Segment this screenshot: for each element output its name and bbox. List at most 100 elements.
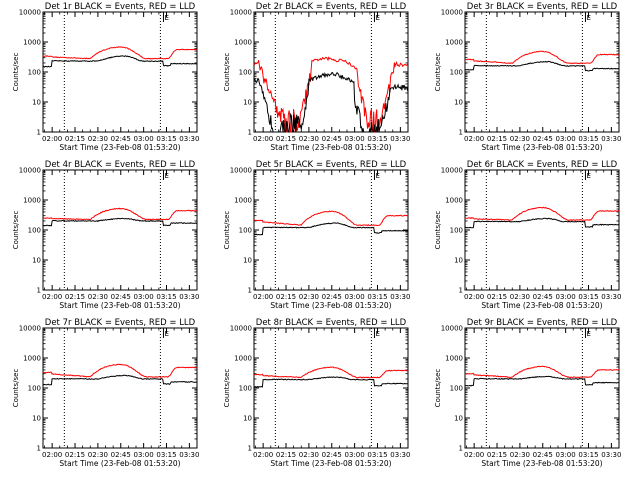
y-axis-label: Counts/sec [434,369,442,408]
y-tick-label: 1 [459,129,463,137]
y-axis-label: Counts/sec [12,211,20,250]
events-series-line [254,376,409,388]
y-tick-label: 10000 [19,325,41,333]
panel-title: Det 9r BLACK = Events, RED = LLD [467,318,618,328]
panel-title: Det 6r BLACK = Events, RED = LLD [467,160,618,170]
x-tick-label: 03:30 [390,293,410,301]
y-tick-label: 1000 [445,355,463,363]
x-tick-label: 02:15 [276,293,296,301]
y-tick-label: 1 [248,445,252,453]
y-tick-label: 1000 [23,39,41,47]
x-tick-label: 02:45 [533,451,553,459]
x-tick-label: 03:15 [156,451,176,459]
panel-3: Det 3r BLACK = Events, RED = LLD 1 10 100 10… [434,2,621,152]
x-tick-label: 02:15 [276,135,296,143]
x-tick-label: 02:15 [487,135,507,143]
x-tick-label: 03:15 [578,135,598,143]
x-tick-label: 02:00 [464,293,484,301]
x-tick-label: 02:30 [510,293,530,301]
x-tick-label: 02:15 [276,451,296,459]
lld-series-line [42,46,198,60]
y-tick-label: 1 [37,287,41,295]
y-tick-label: 10000 [230,325,252,333]
x-axis-label: Start Time (23-Feb-08 01:53:20) [481,143,602,152]
x-tick-label: 03:00 [134,135,154,143]
x-tick-label: 02:30 [299,451,319,459]
panel-9: Det 9r BLACK = Events, RED = LLD 1 10 100 10… [434,318,621,468]
x-tick-label: 03:30 [601,451,621,459]
y-tick-label: 1000 [23,197,41,205]
x-tick-label: 03:00 [345,135,365,143]
panel-title: Det 1r BLACK = Events, RED = LLD [45,2,196,12]
panel-6: Det 6r BLACK = Events, RED = LLD 1 10 100 10… [434,160,621,310]
x-tick-label: 02:15 [65,293,85,301]
panel-7: Det 7r BLACK = Events, RED = LLD 1 10 100 10… [12,318,199,468]
lld-series-line [465,365,620,379]
x-tick-label: 02:45 [322,293,342,301]
x-tick-label: 02:30 [88,293,108,301]
x-tick-label: 02:00 [253,451,273,459]
plot-frame [464,169,620,291]
x-tick-label: 03:15 [156,293,176,301]
y-tick-label: 100 [450,69,463,77]
x-tick-label: 03:30 [601,135,621,143]
x-axis-label: Start Time (23-Feb-08 01:53:20) [481,459,602,468]
panel-title: Det 3r BLACK = Events, RED = LLD [467,2,618,12]
y-axis-label: Counts/sec [223,53,231,92]
x-tick-label: 03:30 [390,135,410,143]
x-tick-label: 02:45 [111,293,131,301]
x-tick-label: 02:45 [322,135,342,143]
y-tick-label: 100 [28,385,41,393]
x-tick-label: 02:45 [322,451,342,459]
y-tick-label: 1000 [234,197,252,205]
y-axis-label: Counts/sec [12,369,20,408]
y-tick-label: 10000 [19,167,41,175]
panel-title: Det 7r BLACK = Events, RED = LLD [45,318,196,328]
y-tick-label: 10 [243,415,252,423]
y-tick-label: 100 [450,385,463,393]
plot-frame [253,169,409,291]
y-axis-label: Counts/sec [223,369,231,408]
x-tick-label: 02:15 [65,135,85,143]
y-tick-label: 10 [32,415,41,423]
corner-mark: E [375,330,379,338]
y-axis-label: Counts/sec [434,211,442,250]
x-tick-label: 03:00 [345,451,365,459]
x-tick-label: 03:00 [134,293,154,301]
events-series-line [42,374,198,386]
x-tick-label: 03:30 [390,451,410,459]
panel-8: Det 8r BLACK = Events, RED = LLD 1 10 100 10… [223,318,410,468]
x-tick-label: 03:30 [601,293,621,301]
x-tick-label: 02:15 [487,451,507,459]
x-tick-label: 02:00 [253,135,273,143]
corner-mark: E [375,14,379,22]
panel-4: Det 4r BLACK = Events, RED = LLD 1 10 100 10… [12,160,199,310]
x-axis-label: Start Time (23-Feb-08 01:53:20) [481,301,602,310]
events-series-line [464,375,620,387]
corner-mark: E [164,330,168,338]
x-tick-label: 02:45 [533,135,553,143]
y-tick-label: 1000 [445,39,463,47]
x-tick-label: 03:30 [179,135,199,143]
panel-2: Det 2r BLACK = Events, RED = LLD 1 10 100 10… [223,2,410,152]
y-tick-label: 100 [450,227,463,235]
panel-1: Det 1r BLACK = Events, RED = LLD 1 10 100 10… [12,2,199,152]
y-tick-label: 1 [459,445,463,453]
y-tick-label: 10000 [230,9,252,17]
x-tick-label: 02:45 [111,135,131,143]
corner-mark: E [164,172,168,180]
lld-series-line [42,207,198,221]
y-tick-label: 10000 [19,9,41,17]
x-tick-label: 02:00 [42,135,62,143]
x-tick-label: 02:30 [510,135,530,143]
x-tick-label: 02:00 [464,135,484,143]
y-tick-label: 1 [37,445,41,453]
x-tick-label: 02:00 [464,451,484,459]
x-axis-label: Start Time (23-Feb-08 01:53:20) [59,143,180,152]
x-tick-label: 03:15 [367,293,387,301]
y-tick-label: 10000 [230,167,252,175]
events-series-line [465,217,620,229]
events-series-line [42,217,198,227]
lld-series-line [253,366,408,379]
